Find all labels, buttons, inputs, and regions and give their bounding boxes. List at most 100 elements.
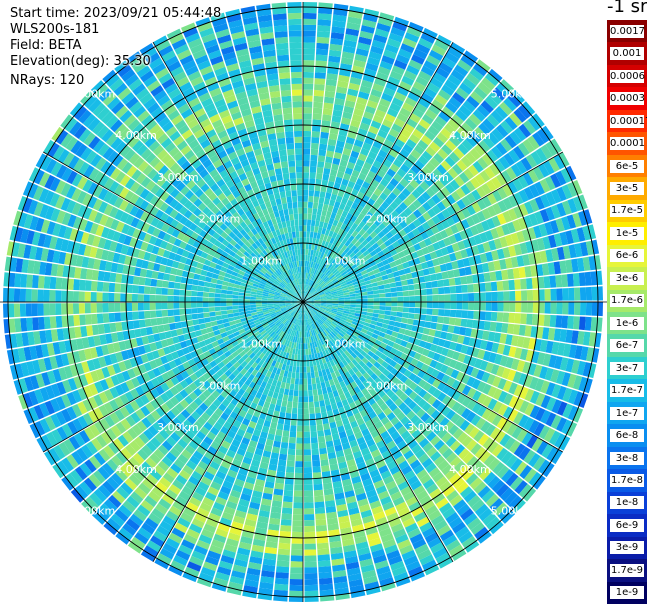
ray-gate [357,42,371,51]
ray-gate [374,272,382,278]
ray-gate [317,319,323,325]
ray-gate [370,372,379,381]
ray-gate [548,157,560,173]
ray-gate [366,330,374,337]
ray-gate [437,148,449,160]
ray-gate [348,288,355,292]
ray-gate [360,509,373,519]
ray-gate [399,148,410,159]
ray-gate [503,97,517,112]
ray-gate [329,265,335,272]
ray-gate [458,448,470,460]
ray-gate [555,218,565,232]
ray-gate [453,268,461,278]
ray-gate [270,421,278,429]
ray-gate [307,318,311,325]
ray-gate [536,440,549,455]
ray-gate [490,110,504,124]
ray-gate [246,567,261,576]
ray-gate [354,53,368,63]
ray-gate [437,428,448,439]
ray-gate [290,567,303,574]
ray-gate [313,328,318,335]
ray-gate [373,454,384,464]
ray-gate [385,43,399,54]
ray-gate [307,279,311,286]
ray-gate [415,332,423,340]
ray-gate [73,279,80,291]
ray-gate [232,309,239,314]
ray-gate [385,344,393,352]
ray-gate [454,416,466,428]
ray-gate [367,56,381,66]
ray-gate [432,471,445,483]
ray-gate [415,433,426,444]
ray-gate [351,278,358,283]
ray-gate [295,348,299,355]
ray-gate [326,73,338,81]
ray-gate [317,388,323,396]
ray-gate [304,307,307,314]
ray-gate [386,549,401,560]
ray-gate [374,407,383,416]
ray-gate [350,302,357,305]
ray-gate [400,512,413,523]
ray-gate [341,417,350,426]
ray-gate [447,387,457,398]
ray-gate [258,510,270,518]
ray-gate [550,189,562,204]
ray-gate [460,318,468,327]
ray-gate [426,302,433,309]
ray-gate [309,172,316,179]
ray-gate [337,291,344,295]
ray-gate [383,475,395,485]
ray-gate [330,311,337,315]
ray-gate [220,302,227,307]
ray-gate [310,311,315,317]
ray-gate [314,303,321,306]
ray-gate [393,571,409,583]
ray-gate [19,288,26,302]
ray-gate [323,362,329,370]
ray-gate [365,384,374,393]
ray-gate [444,227,454,237]
ray-gate [566,422,578,437]
ray-gate [405,342,414,350]
ray-gate [102,303,109,313]
ray-gate [511,425,523,440]
ray-gate [319,306,326,310]
ray-gate [348,227,355,235]
ray-gate [138,285,145,294]
ray-gate [150,318,158,326]
ray-gate [574,345,583,360]
ray-gate [309,280,313,286]
ray-gate [307,312,311,319]
ray-gate [364,175,374,185]
ray-gate [400,430,411,440]
ray-gate [452,521,466,534]
ray-gate [500,170,512,183]
ray-gate [398,460,409,471]
ray-gate [327,67,339,75]
ray-gate [528,419,540,434]
ray-gate [565,259,573,273]
ray-gate [329,43,343,52]
ray-gate [449,309,457,318]
ray-gate [457,143,469,156]
ray-gate [377,103,389,113]
ray-gate [437,381,447,392]
ray-gate [144,277,152,286]
ray-gate [534,181,545,196]
ray-gate [314,295,320,299]
ray-gate [306,325,310,332]
ray-gate [432,378,441,389]
ray-gate [313,101,323,109]
ray-gate [382,368,391,377]
ray-gate [312,208,318,215]
ray-gate [337,134,347,143]
ray-gate [362,569,377,579]
ray-gate [409,302,416,308]
ray-gate [382,158,393,168]
ray-gate [502,344,511,356]
ray-gate [346,347,354,355]
